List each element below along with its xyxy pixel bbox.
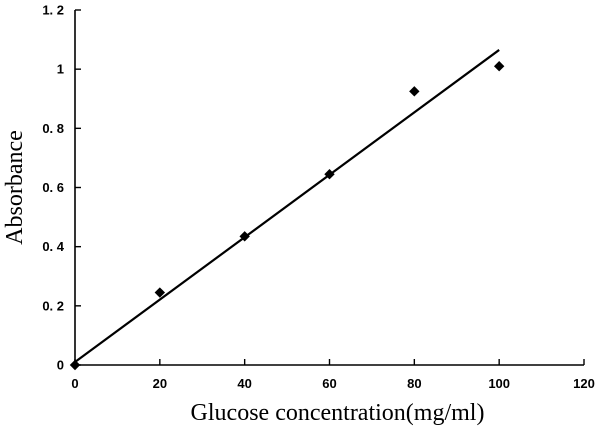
x-tick-label: 60 (322, 376, 336, 391)
x-tick-label: 40 (237, 376, 251, 391)
y-tick-label: 0 (57, 358, 64, 373)
y-tick-label: 1. 2 (42, 3, 64, 18)
data-point (154, 287, 166, 298)
trend-line (74, 49, 500, 363)
data-point (409, 86, 420, 97)
x-tick-label: 80 (407, 376, 421, 391)
y-tick-label: 0. 4 (42, 239, 64, 254)
y-tick-label: 1 (57, 62, 64, 77)
axes (74, 10, 584, 366)
y-tick-label: 0. 6 (42, 180, 64, 195)
y-tick-label: 0. 8 (42, 121, 64, 136)
tick-group: 0 0. 2 0. 4 0. 6 0. 8 1 1. 2 0 20 40 60 80 100 120 (42, 3, 595, 392)
fit-line-group (74, 49, 500, 363)
x-tick-label: 0 (71, 376, 78, 391)
data-point (324, 168, 335, 180)
data-points (69, 61, 505, 371)
data-point (239, 231, 250, 242)
y-tick-label: 0. 2 (42, 298, 64, 313)
y-axis-title: Absorbance (2, 130, 28, 245)
x-axis-title: Glucose concentration(mg/ml) (191, 400, 485, 426)
x-tick-label: 20 (153, 376, 167, 391)
data-point (69, 359, 81, 371)
x-tick-label: 120 (573, 376, 595, 391)
x-tick-label: 100 (488, 376, 510, 391)
data-point (493, 61, 505, 72)
